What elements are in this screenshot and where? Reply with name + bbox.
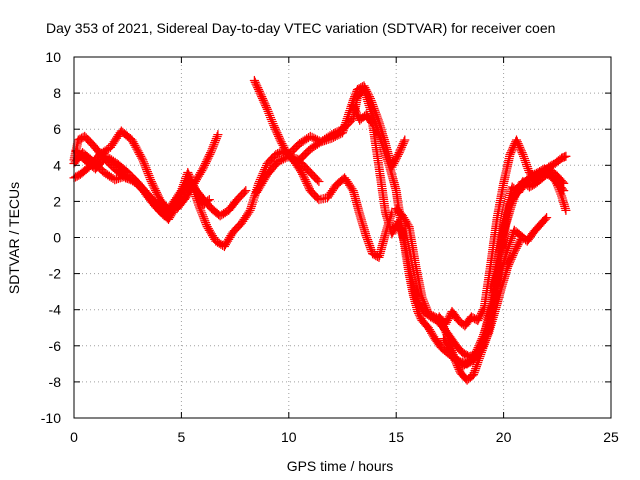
series-markers bbox=[486, 167, 571, 293]
x-tick-label: 10 bbox=[281, 429, 297, 445]
data-series bbox=[69, 75, 571, 385]
series-markers bbox=[251, 81, 410, 198]
x-tick-label: 20 bbox=[496, 429, 512, 445]
series-markers bbox=[249, 75, 397, 263]
x-tick-label: 25 bbox=[603, 429, 619, 445]
series-markers bbox=[434, 135, 571, 331]
series-markers bbox=[284, 84, 569, 369]
series-track-6 bbox=[251, 81, 410, 198]
y-tick-label: 4 bbox=[53, 157, 61, 173]
series-track-10 bbox=[438, 212, 552, 371]
x-tick-label: 0 bbox=[70, 429, 78, 445]
y-tick-label: 2 bbox=[53, 193, 61, 209]
y-tick-label: 0 bbox=[53, 230, 61, 246]
axis-ticks: 0 5 10 15 20 25 -10 -8 -6 -4 -2 0 2 4 6 8 10 bbox=[41, 49, 619, 445]
series-track-12 bbox=[486, 167, 571, 293]
y-tick-label: 10 bbox=[45, 49, 61, 65]
y-tick-label: -6 bbox=[49, 338, 62, 354]
y-axis-label: SDTVAR / TECUs bbox=[6, 182, 22, 294]
chart-title: Day 353 of 2021, Sidereal Day-to-day VTE… bbox=[46, 20, 555, 36]
y-tick-label: -4 bbox=[49, 302, 62, 318]
y-tick-label: -10 bbox=[41, 410, 61, 426]
y-tick-label: -8 bbox=[49, 374, 62, 390]
series-track-11 bbox=[434, 135, 571, 331]
series-markers bbox=[438, 212, 552, 371]
series-track-5 bbox=[249, 75, 397, 263]
y-tick-label: 6 bbox=[53, 121, 61, 137]
series-track-7 bbox=[284, 84, 569, 369]
y-tick-label: -2 bbox=[49, 266, 62, 282]
x-tick-label: 15 bbox=[388, 429, 404, 445]
y-tick-label: 8 bbox=[53, 85, 61, 101]
x-tick-label: 5 bbox=[178, 429, 186, 445]
x-axis-label: GPS time / hours bbox=[287, 458, 394, 474]
